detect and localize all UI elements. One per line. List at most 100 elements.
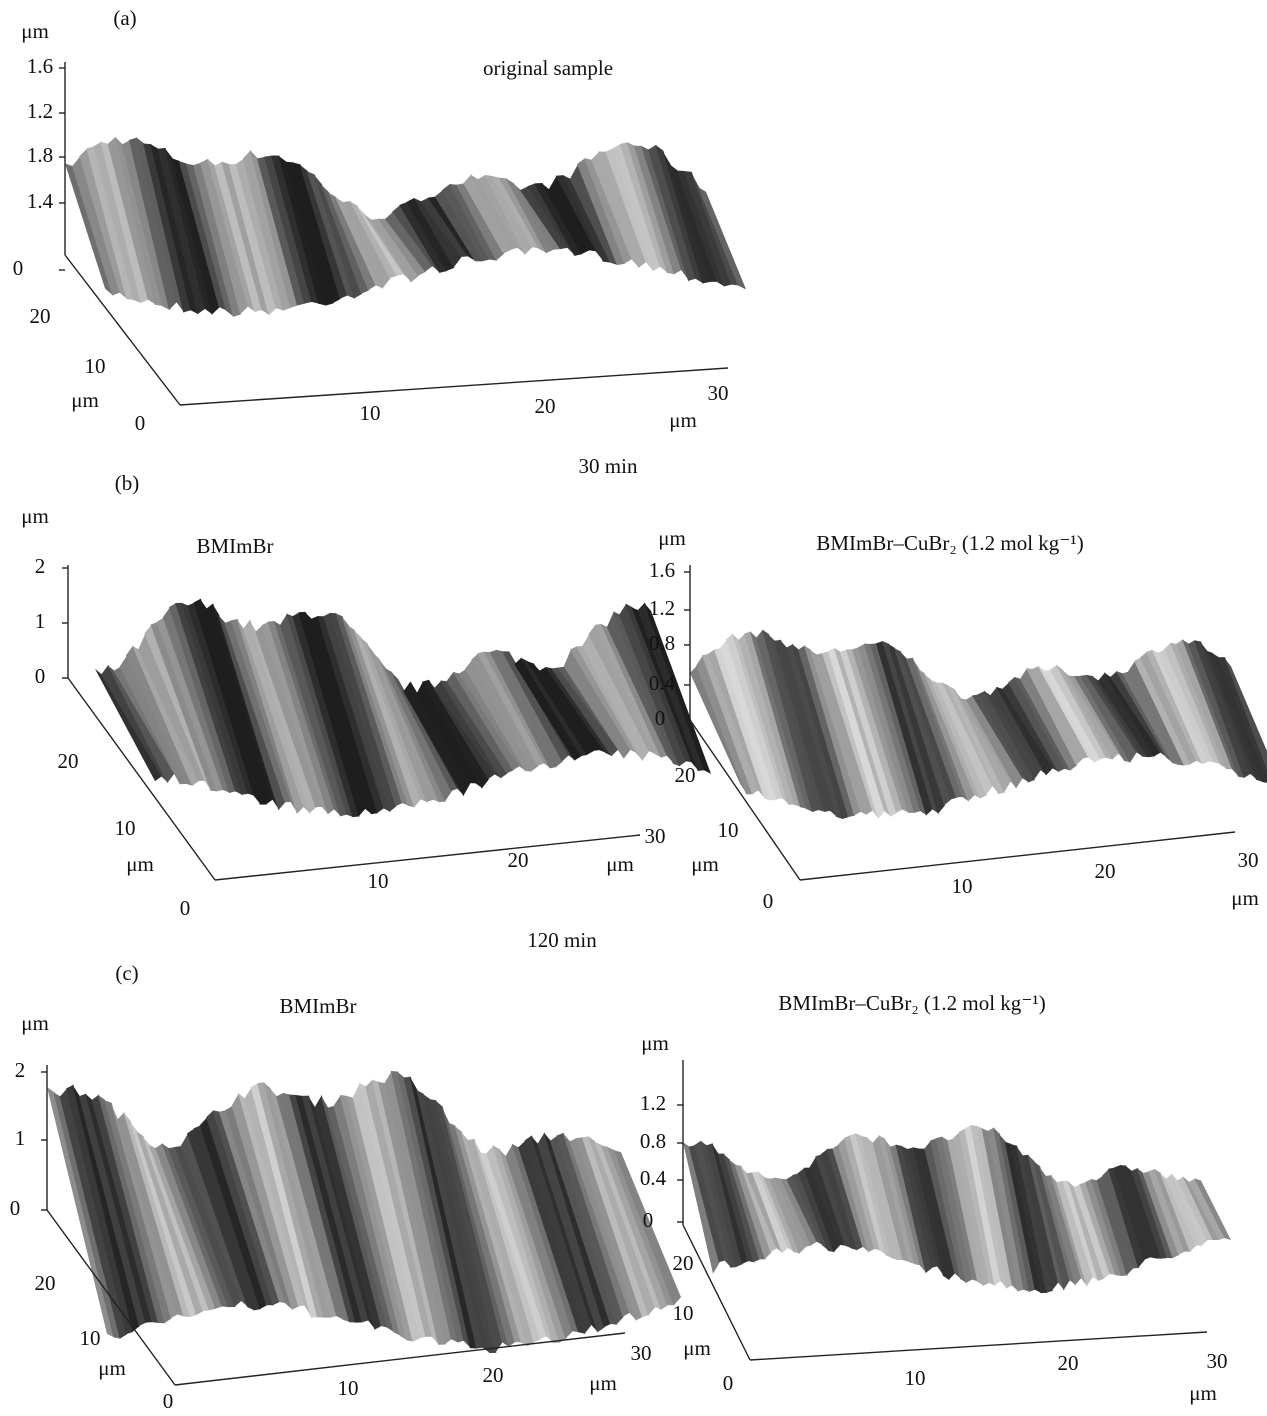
surface-strip — [524, 1135, 592, 1334]
surface-strip — [1021, 1154, 1059, 1291]
y-unit: μm — [71, 388, 99, 412]
surface-strip — [1079, 1182, 1117, 1276]
surface-strip — [390, 1070, 459, 1343]
surface-strip — [1098, 672, 1155, 758]
surface-strip — [769, 1177, 806, 1254]
surface-strip — [746, 1172, 783, 1254]
surface-strip — [1004, 1141, 1042, 1294]
y-tick-label: 0 — [180, 896, 191, 920]
surface-strip — [1134, 657, 1191, 766]
surface-strip — [292, 612, 360, 818]
surface-strip — [1159, 1172, 1197, 1252]
surface-strip — [816, 652, 873, 815]
y-unit: μm — [98, 1356, 126, 1380]
surface-strip — [843, 1135, 881, 1251]
surface-strip — [683, 1142, 720, 1274]
y-tick-label: 0 — [135, 411, 146, 435]
surface-strip — [518, 1140, 586, 1334]
x-tick-label: 10 — [952, 874, 973, 898]
surface-strip — [339, 1095, 408, 1341]
surface-strip — [185, 163, 234, 317]
surface-strip — [537, 1132, 605, 1333]
surface-strip — [206, 603, 274, 805]
z-tick-label: 0.8 — [640, 1129, 666, 1153]
surface-strip — [527, 183, 576, 256]
surface-strip — [269, 1088, 338, 1318]
y-tick-label: 20 — [58, 749, 79, 773]
surface-strip — [924, 1140, 962, 1279]
surface-strip — [1050, 664, 1107, 759]
surface-strip — [888, 643, 945, 814]
surface-strip — [683, 171, 732, 287]
x-axis — [174, 1332, 626, 1386]
surface-strip — [1194, 1178, 1231, 1241]
surface-strip — [282, 1092, 350, 1323]
plot-title: BMImBr — [279, 994, 356, 1018]
surface-strip — [1056, 1180, 1094, 1287]
surface-strip — [780, 1178, 818, 1246]
y-tick-label: 20 — [30, 304, 51, 328]
y-tick-label: 10 — [673, 1301, 694, 1325]
surface-strip — [142, 1136, 210, 1311]
surface-strip — [317, 615, 385, 814]
surface-strip — [1218, 657, 1267, 781]
surface-strip — [930, 679, 987, 799]
x-unit: μm — [589, 1371, 617, 1395]
surface-strip — [966, 695, 1023, 789]
surface-strip — [975, 1125, 1013, 1289]
surface-strip — [1062, 669, 1119, 760]
surface-strip — [250, 1083, 319, 1318]
surface-strip — [224, 620, 292, 803]
surface-strip — [598, 151, 647, 269]
surface-strip — [301, 1095, 370, 1323]
x-tick-label: 30 — [645, 824, 666, 848]
surface-strip — [335, 197, 384, 289]
surface-strip — [321, 184, 370, 294]
surface-strip — [200, 158, 249, 315]
surface-strip — [304, 611, 372, 815]
y-unit: μm — [691, 852, 719, 876]
surface-strip — [534, 183, 583, 256]
surface-strip — [918, 668, 975, 802]
z-unit: μm — [658, 526, 686, 550]
surface-strip — [156, 617, 224, 792]
surface-strip — [193, 598, 261, 805]
surface-strip — [619, 142, 668, 273]
plot-title: BMImBr–CuBr₂ (1.2 mol kg⁻¹) — [778, 991, 1045, 1015]
surface-strip — [697, 186, 746, 290]
surface-strip — [1194, 640, 1251, 778]
surface-strip — [1096, 1175, 1134, 1276]
surface-strip — [1067, 1181, 1105, 1281]
surface-strip — [257, 1082, 325, 1318]
surface-strip — [633, 145, 682, 275]
surface-strip — [918, 1148, 956, 1281]
surface-strip — [129, 1120, 198, 1318]
surface-strip — [520, 186, 569, 250]
surface-strip — [310, 615, 378, 815]
surface-strip — [267, 621, 335, 815]
surface-strip — [696, 655, 753, 795]
surface-strip — [72, 156, 121, 296]
surface-strip — [998, 1134, 1036, 1292]
z-tick-label: 0 — [655, 706, 666, 730]
z-tick-label: 0 — [10, 1196, 21, 1220]
surface-strip — [495, 649, 563, 767]
surface-strip — [882, 640, 939, 814]
y-tick-label: 20 — [675, 763, 696, 787]
surface-strip — [452, 671, 520, 771]
surface-strip — [413, 197, 462, 268]
x-unit: μm — [1189, 1381, 1217, 1405]
x-axis — [749, 1331, 1208, 1361]
y-tick-label: 10 — [80, 1326, 101, 1350]
surface-strip — [734, 1164, 772, 1260]
surface-strip — [996, 686, 1053, 776]
surface-strip — [676, 170, 725, 287]
z-tick-label: 0 — [13, 256, 24, 280]
surface-strip — [569, 646, 637, 754]
surface-strip — [460, 1131, 529, 1347]
surface-strip — [942, 682, 999, 795]
surface-strip — [744, 631, 801, 808]
surface-strip — [543, 1132, 611, 1328]
surface-strip — [526, 661, 594, 755]
surface-strip — [936, 682, 993, 795]
